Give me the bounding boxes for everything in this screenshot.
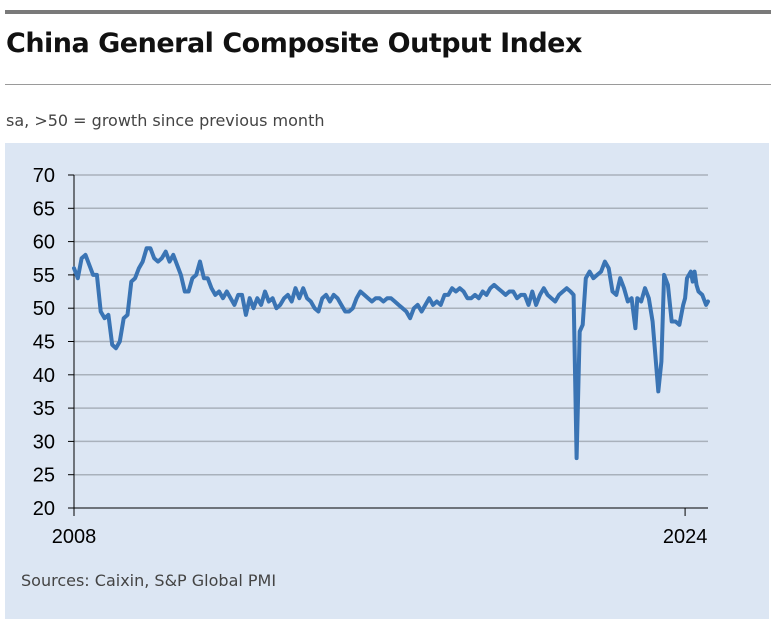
y-tick-label-65: 65 [33, 198, 55, 220]
y-tick-label-60: 60 [33, 232, 55, 254]
y-tick-label-70: 70 [33, 165, 55, 187]
y-tick-label-40: 40 [33, 365, 55, 387]
series-line-composite-output-index [72, 246, 710, 461]
x-tick-label-2024: 2024 [663, 526, 708, 548]
x-tick-label-2008: 2008 [52, 526, 97, 548]
line-chart: 20 25 30 35 40 45 50 55 60 65 70 2008 2024 [33, 165, 710, 548]
y-tick-label-35: 35 [33, 398, 55, 420]
top-rule [5, 10, 771, 14]
y-tick-label-45: 45 [33, 332, 55, 354]
y-tick-label-30: 30 [33, 431, 55, 453]
chart-panel: 20 25 30 35 40 45 50 55 60 65 70 2008 2024 Sources: … [5, 143, 769, 619]
chart-title: China General Composite Output Index [6, 28, 582, 59]
y-tick-label-50: 50 [33, 298, 55, 320]
y-tick-label-25: 25 [33, 465, 55, 487]
y-tick-label-20: 20 [33, 498, 55, 520]
chart-subtitle: sa, >50 = growth since previous month [6, 111, 325, 130]
source-note: Sources: Caixin, S&P Global PMI [21, 571, 277, 590]
y-tick-label-55: 55 [33, 265, 55, 287]
title-divider [5, 84, 771, 85]
